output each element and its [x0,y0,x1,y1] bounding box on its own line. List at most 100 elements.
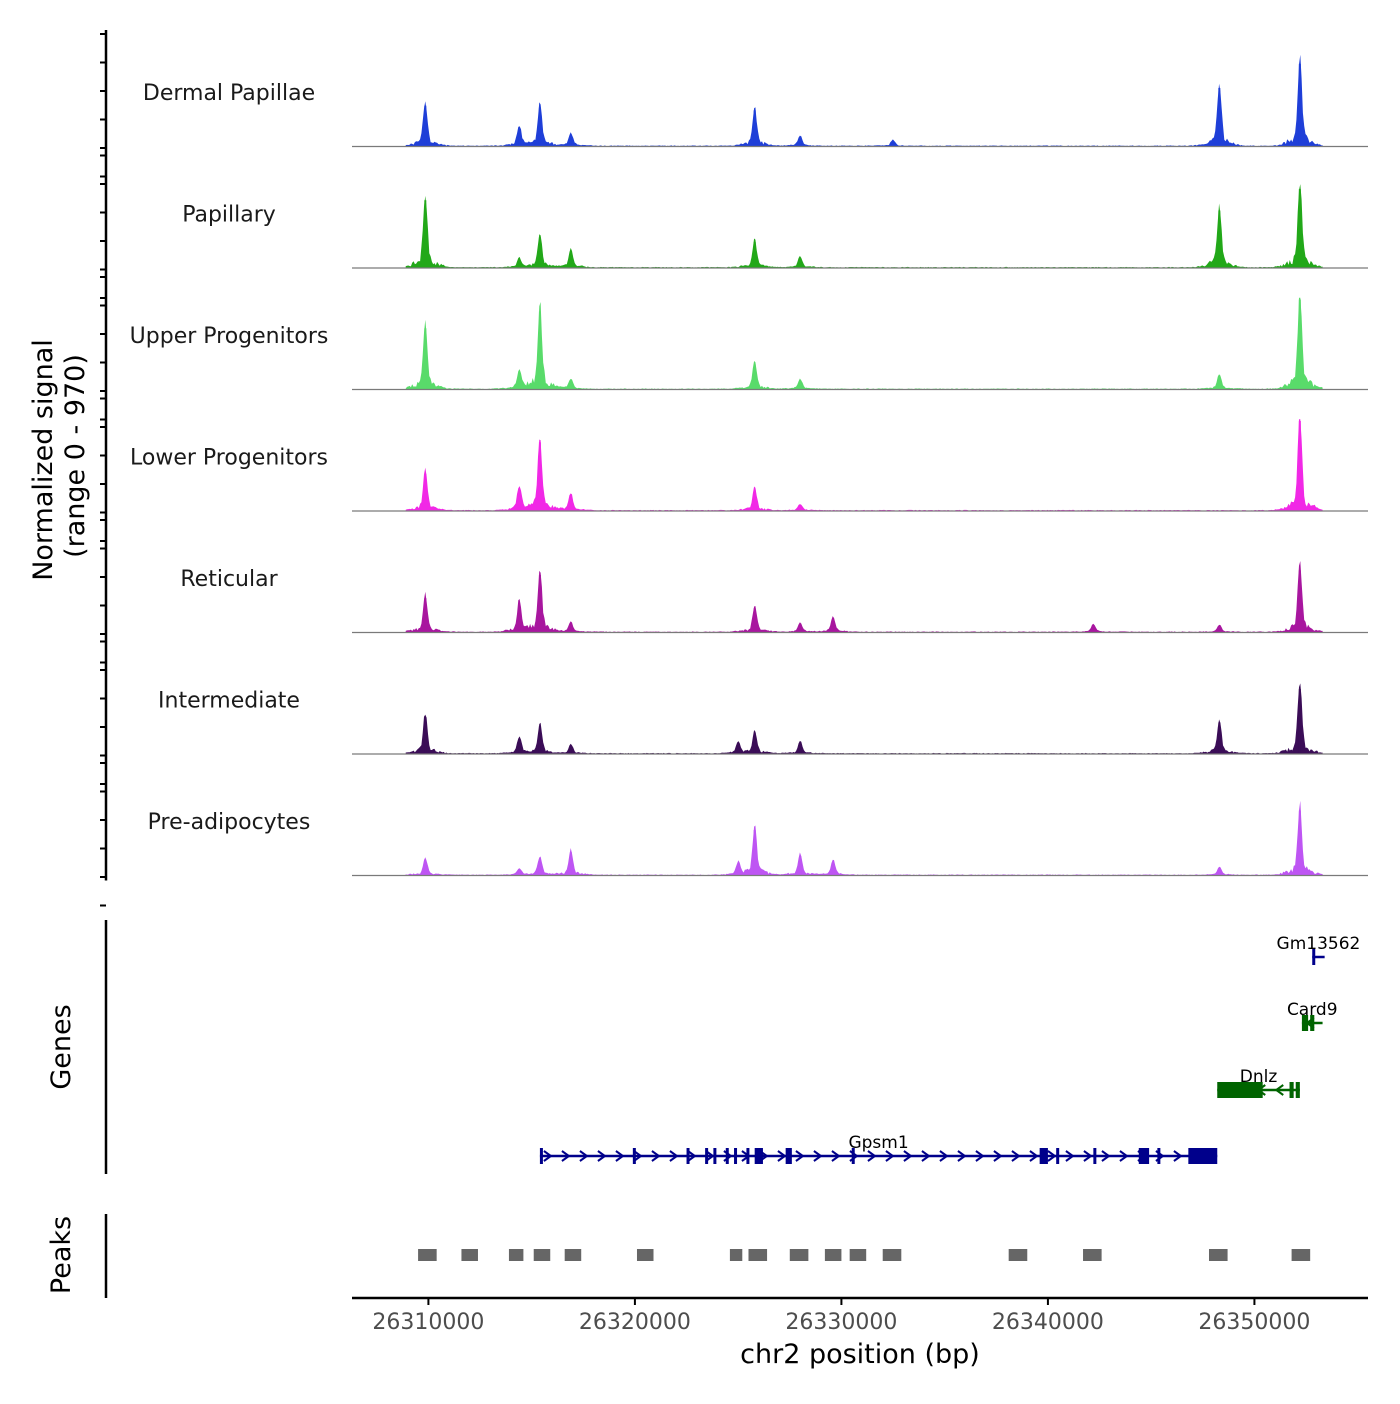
peak-region [1291,1249,1311,1261]
gene-exon [725,1148,729,1164]
x-axis-ticks: 26310000 26320000 26330000 26340000 26350000 [372,1298,1310,1335]
strand-arrow [1065,1150,1075,1162]
strand-arrow [993,1150,1003,1162]
gene-exon [686,1148,690,1164]
peak-region [564,1249,582,1261]
peaks-label: Peaks [46,1216,77,1294]
x-tick-label: 26330000 [785,1310,897,1335]
strand-arrow [939,1150,949,1162]
strand-arrow [831,1150,841,1162]
strand-arrow [795,1150,805,1162]
strand-arrow [885,1150,895,1162]
strand-arrow [1274,1084,1284,1096]
strand-arrow [777,1150,787,1162]
strand-arrow [867,1150,877,1162]
gene-exon [1301,1015,1309,1031]
x-tick-label: 26350000 [1198,1310,1310,1335]
track-label: Intermediate [158,689,300,714]
peak-region [636,1249,654,1261]
coverage-area-6 [405,800,1323,876]
coverage-area-2 [405,297,1323,390]
strand-arrow [687,1150,697,1162]
x-axis-label: chr2 position (bp) [740,1339,980,1370]
strand-arrow [1101,1150,1111,1162]
peak-region [824,1249,842,1261]
strand-arrow [615,1150,625,1162]
strand-arrow [1119,1150,1129,1162]
peak-region [418,1249,437,1261]
strand-arrow [633,1150,643,1162]
peak-region [1208,1249,1228,1261]
strand-arrow [1173,1150,1183,1162]
peak-region [508,1249,524,1261]
peaks-track [418,1249,1311,1261]
gene-exon [734,1148,738,1164]
strand-arrow [1029,1150,1039,1162]
genes-label: Genes [46,1004,77,1089]
strand-arrow [597,1150,607,1162]
gene-exon [785,1148,792,1164]
peak-region [849,1249,867,1261]
peak-region [533,1249,551,1261]
gene-dnlz: Dnlz [1217,1067,1300,1098]
gene-exon [1039,1148,1048,1164]
strand-arrow [1083,1150,1093,1162]
gene-exon [1312,949,1316,965]
x-tick-label: 26320000 [579,1310,691,1335]
gene-exon [1295,1082,1300,1098]
x-tick-label: 26310000 [372,1310,484,1335]
x-tick-label: 26340000 [992,1310,1104,1335]
gene-exon [1310,1015,1315,1031]
strand-arrow [921,1150,931,1162]
peak-region [789,1249,809,1261]
strand-arrow [579,1150,589,1162]
gene-exon [1157,1148,1161,1164]
gene-exon [632,1148,636,1164]
peak-region [882,1249,902,1261]
strand-arrow [975,1150,985,1162]
gene-gpsm1: Gpsm1 [539,1133,1218,1164]
track-label: Papillary [182,203,276,228]
gene-card9: Card9 [1287,1000,1338,1031]
strand-arrow [651,1150,661,1162]
track-label: Upper Progenitors [130,324,329,349]
strand-arrow [543,1150,553,1162]
track-label: Reticular [180,567,278,592]
strand-arrow [903,1150,913,1162]
gene-exon [1056,1148,1060,1164]
gene-exon [1138,1148,1150,1164]
gene-annotation-track: Gm13562 Card9 Dnlz Gpsm1 [539,934,1361,1164]
gene-exon [713,1148,717,1164]
gene-name: Card9 [1287,1000,1338,1020]
track-label: Pre-adipocytes [148,810,311,835]
strand-arrow [561,1150,571,1162]
coverage-area-0 [405,54,1323,147]
gene-exon [1289,1082,1294,1098]
strand-arrow [1047,1150,1057,1162]
gene-exon [851,1148,855,1164]
peak-region [748,1249,768,1261]
gene-gm13562: Gm13562 [1277,934,1361,965]
gene-exon [539,1148,543,1164]
track-label: Dermal Papillae [143,81,315,106]
strand-arrow [1011,1150,1021,1162]
gene-name: Gpsm1 [848,1133,908,1153]
gene-name: Gm13562 [1277,934,1361,954]
coverage-area-1 [405,184,1323,268]
strand-arrow [705,1150,715,1162]
gene-exon [1093,1148,1097,1164]
coverage-area-5 [405,683,1323,754]
gene-exon [705,1148,709,1164]
peak-region [729,1249,743,1261]
coverage-tracks: Dermal Papillae Papillary Upper Progenitor… [130,54,1368,877]
peak-region [461,1249,478,1261]
coverage-area-4 [405,561,1323,633]
peak-region [1008,1249,1028,1261]
coverage-area-3 [405,419,1323,511]
peak-region [1083,1249,1102,1261]
strand-arrow [813,1150,823,1162]
gene-name: Dnlz [1240,1067,1278,1087]
coverage-y-axis [100,30,108,907]
